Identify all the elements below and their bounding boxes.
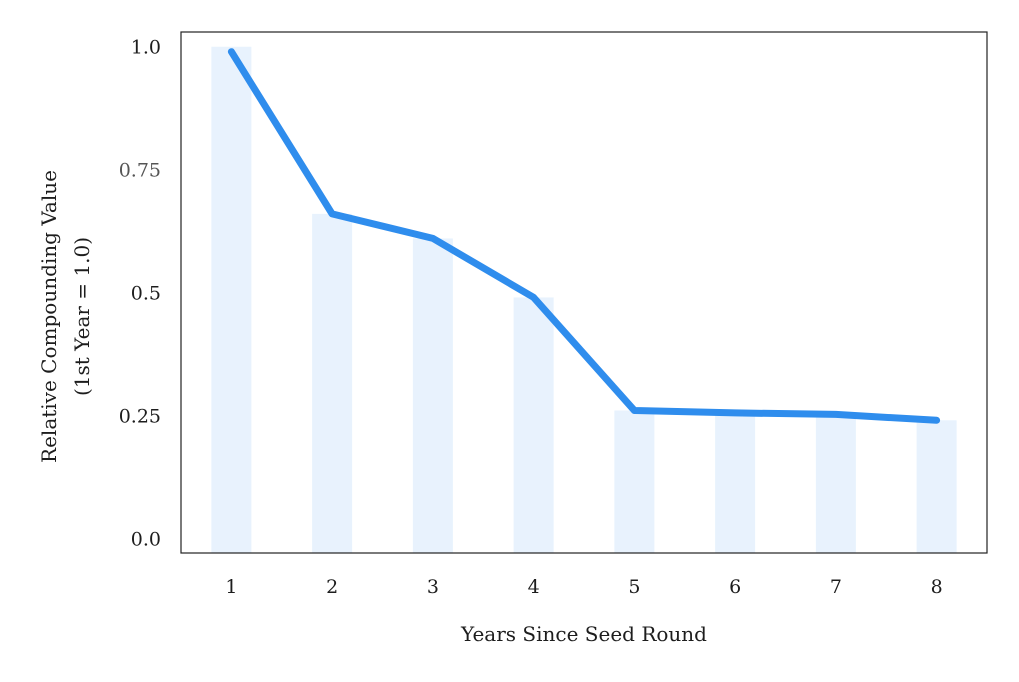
- bar-year-5: [614, 410, 655, 553]
- y-tick-label: 0.25: [119, 405, 161, 427]
- bar-year-7: [815, 414, 856, 553]
- bar-year-1: [211, 46, 252, 554]
- bar-year-2: [312, 213, 353, 553]
- line-group: [227, 48, 941, 424]
- y-tick-label: 0.5: [131, 283, 161, 305]
- x-axis-ticks: 1 2 3 4 5 6 7 8: [225, 576, 942, 598]
- plot-frame: [180, 31, 988, 554]
- x-tick-label: 8: [931, 576, 943, 598]
- x-tick-label: 6: [729, 576, 741, 598]
- bar-year-4: [513, 297, 554, 553]
- y-axis-ticks: 0.0 0.25 0.5 0.75 1.0: [119, 37, 161, 551]
- x-tick-label: 3: [427, 576, 439, 598]
- x-tick-label: 5: [628, 576, 640, 598]
- y-tick-label: 0.75: [119, 160, 161, 182]
- x-tick-label: 4: [528, 576, 540, 598]
- bar-year-6: [715, 412, 756, 553]
- x-tick-label: 1: [225, 576, 237, 598]
- x-tick-label: 7: [830, 576, 842, 598]
- y-axis-label-line1: Relative Compounding Value: [37, 170, 61, 463]
- series-line: [227, 48, 941, 424]
- bar-year-8: [916, 420, 957, 553]
- x-tick-label: 2: [326, 576, 338, 598]
- y-tick-label: 1.0: [131, 37, 161, 59]
- y-tick-label: 0.0: [131, 528, 161, 550]
- bar-year-3: [412, 238, 453, 553]
- bar-group: [211, 46, 957, 554]
- y-axis-label-line2: (1st Year = 1.0): [70, 237, 94, 396]
- x-axis-label: Years Since Seed Round: [460, 622, 707, 646]
